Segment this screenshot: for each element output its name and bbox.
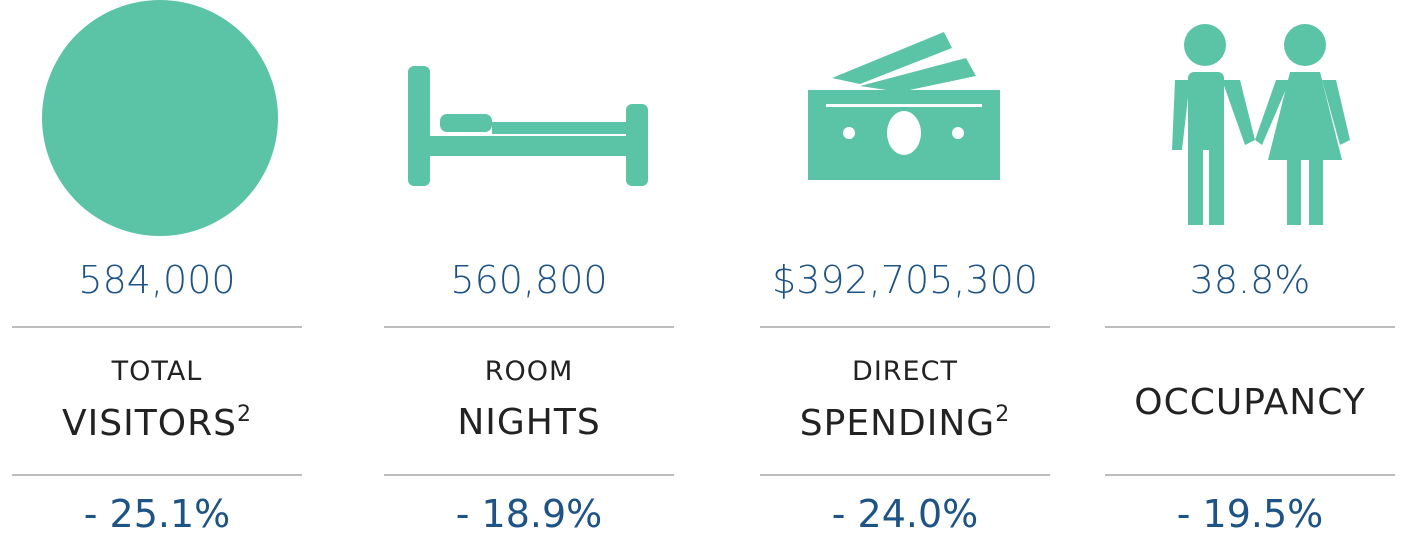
- label-top: ROOM: [484, 356, 574, 387]
- globe-icon: [42, 0, 278, 236]
- divider: [1105, 474, 1395, 476]
- label-main: VISITORS2: [0, 402, 327, 444]
- footnote: 2: [236, 402, 252, 427]
- label-main: OCCUPANCY: [1080, 382, 1407, 423]
- divider: [384, 326, 674, 328]
- stat-column: 560,800 ROOM NIGHTS - 18.9%: [359, 0, 699, 537]
- label-text: SPENDING: [799, 403, 996, 444]
- divider: [384, 474, 674, 476]
- stat-change: - 18.9%: [455, 492, 603, 536]
- divider: [12, 474, 302, 476]
- stat-change: - 19.5%: [1176, 492, 1324, 536]
- stat-value: 584,000: [78, 258, 236, 302]
- label-top: DIRECT: [852, 356, 958, 387]
- stat-column: 38.8% OCCUPANCY - 19.5%: [1080, 0, 1407, 537]
- bed-icon: [408, 66, 648, 186]
- divider: [12, 326, 302, 328]
- divider: [760, 474, 1050, 476]
- label-text: OCCUPANCY: [1134, 382, 1366, 423]
- people-icon: [1172, 24, 1350, 225]
- divider: [760, 326, 1050, 328]
- label-text: VISITORS: [62, 403, 237, 444]
- stat-value: 560,800: [450, 258, 608, 302]
- divider: [1105, 326, 1395, 328]
- icons: [42, 0, 1350, 236]
- stat-value: $392,705,300: [772, 258, 1038, 302]
- label-main: NIGHTS: [359, 402, 699, 443]
- label-text: NIGHTS: [457, 402, 601, 443]
- stat-column: 584,000 TOTAL VISITORS2 - 25.1%: [0, 0, 327, 537]
- label-top: TOTAL: [111, 356, 203, 387]
- footnote: 2: [995, 402, 1011, 427]
- stat-value: 38.8%: [1189, 258, 1311, 302]
- label-main: SPENDING2: [735, 402, 1075, 444]
- stat-change: - 25.1%: [83, 492, 231, 536]
- stat-column: $392,705,300 DIRECT SPENDING2 - 24.0%: [735, 0, 1075, 537]
- stat-change: - 24.0%: [831, 492, 979, 536]
